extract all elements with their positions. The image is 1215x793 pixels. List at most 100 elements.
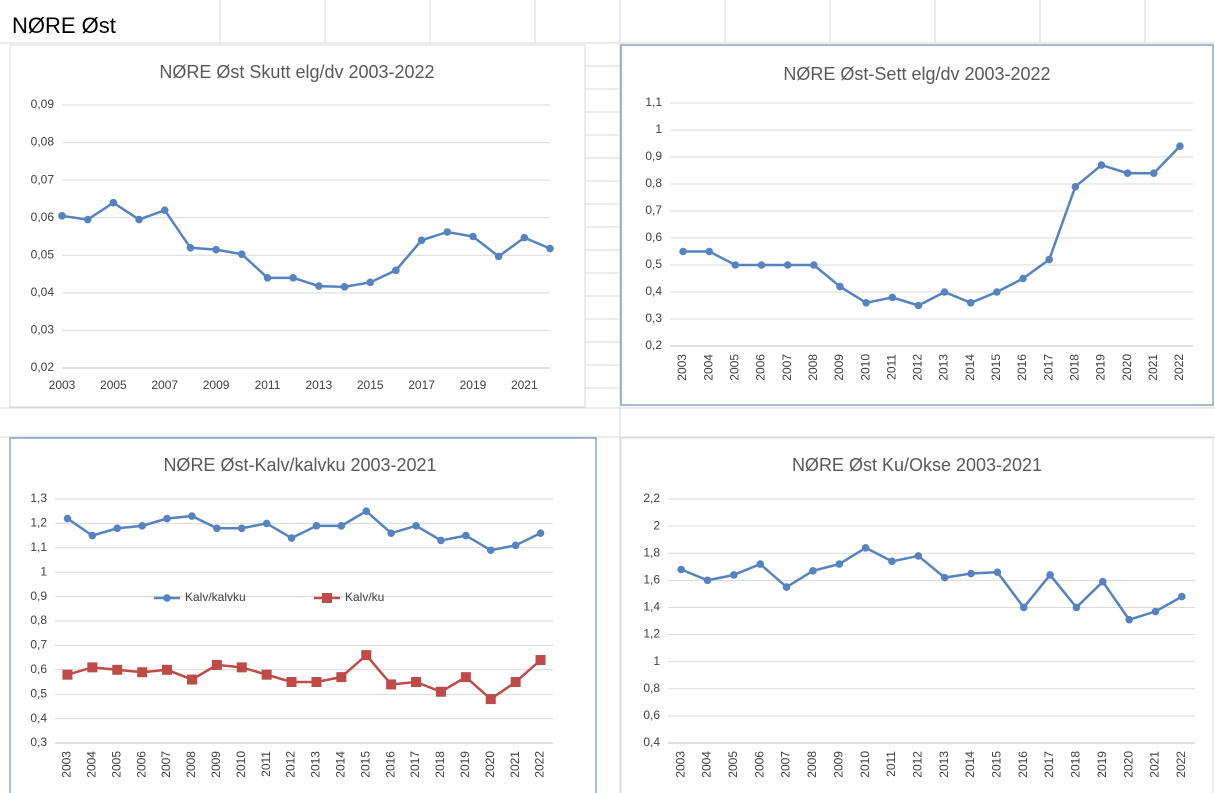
data-point	[494, 252, 503, 261]
x-tick-label: 2022	[533, 751, 547, 778]
x-tick-label: 2003	[675, 354, 689, 381]
x-tick-label: 2017	[1042, 751, 1056, 778]
chart-frame	[9, 44, 586, 408]
x-tick-label: 2010	[234, 751, 248, 778]
x-tick-label: 2008	[806, 354, 820, 381]
data-point	[160, 206, 169, 214]
data-point	[1178, 592, 1186, 601]
data-point	[138, 522, 146, 530]
y-tick-label: 0,9	[30, 589, 47, 603]
data-point	[1097, 161, 1106, 169]
data-point	[546, 244, 554, 253]
data-point	[1019, 603, 1028, 612]
x-tick-label: 2009	[203, 378, 230, 392]
data-point	[914, 301, 923, 310]
chart-frame	[9, 437, 597, 793]
x-tick-label: 2012	[284, 751, 298, 778]
y-tick-label: 0,5	[30, 686, 47, 700]
x-tick-label: 2009	[831, 751, 845, 778]
x-tick-label: 2007	[779, 751, 793, 778]
data-point	[783, 261, 792, 269]
data-point	[469, 232, 477, 241]
x-tick-label: 2013	[309, 751, 323, 778]
x-tick-label: 2009	[209, 751, 223, 778]
y-tick-label: 1,8	[643, 545, 660, 559]
y-tick-label: 0,4	[645, 284, 662, 298]
data-point	[88, 531, 97, 540]
data-point	[186, 674, 197, 685]
x-tick-label: 2008	[184, 751, 198, 778]
y-tick-label: 0,3	[645, 311, 662, 325]
y-tick-label: 0,09	[31, 97, 55, 111]
y-tick-label: 2	[653, 518, 660, 532]
series-line	[61, 201, 551, 289]
y-tick-label: 1,3	[30, 491, 47, 505]
x-tick-label: 2021	[1146, 354, 1160, 381]
data-point	[731, 261, 740, 269]
data-point	[756, 560, 765, 568]
x-tick-label: 2013	[305, 378, 332, 392]
data-point	[366, 278, 375, 287]
data-point	[705, 247, 714, 256]
data-point	[443, 228, 452, 236]
data-point	[87, 662, 98, 673]
data-point	[809, 567, 817, 575]
data-point	[703, 576, 712, 585]
data-point	[730, 571, 738, 579]
data-point	[677, 565, 685, 574]
data-point	[392, 266, 400, 275]
data-point	[810, 261, 818, 269]
x-tick-label: 2006	[754, 354, 768, 381]
x-tick-label: 2004	[85, 751, 99, 778]
data-point	[337, 522, 346, 530]
y-tick-label: 0,08	[31, 135, 55, 149]
x-tick-label: 2017	[408, 378, 435, 392]
data-point	[462, 531, 470, 540]
x-tick-label: 2017	[408, 751, 422, 778]
y-tick-label: 1,1	[30, 540, 47, 554]
y-tick-label: 0,07	[31, 172, 55, 186]
data-point	[213, 524, 221, 533]
legend-label: Kalv/kalvku	[185, 590, 246, 604]
chart-frame	[620, 437, 1214, 793]
data-point	[188, 512, 196, 520]
data-point	[1071, 182, 1080, 191]
data-point	[1072, 603, 1081, 612]
data-point	[113, 524, 122, 533]
x-tick-label: 2018	[1067, 354, 1081, 381]
series-line	[683, 145, 1181, 307]
x-tick-label: 2020	[1121, 751, 1135, 778]
data-point	[511, 541, 520, 550]
data-point	[212, 245, 220, 254]
x-tick-label: 2021	[1148, 751, 1162, 778]
y-tick-label: 0,04	[31, 285, 55, 299]
data-point	[387, 529, 395, 537]
data-point	[679, 247, 687, 256]
data-point	[411, 677, 422, 687]
data-point	[289, 274, 297, 282]
x-tick-label: 2014	[963, 751, 977, 778]
data-point	[862, 299, 870, 307]
x-tick-label: 2004	[701, 354, 715, 381]
x-tick-label: 2018	[1069, 751, 1083, 778]
y-tick-label: 1,2	[643, 627, 660, 641]
y-tick-label: 0,7	[30, 638, 47, 652]
y-tick-label: 0,6	[30, 662, 47, 676]
y-tick-label: 0,6	[645, 230, 662, 244]
data-point	[888, 557, 896, 566]
data-point	[112, 664, 123, 675]
y-tick-label: 0,8	[30, 613, 47, 627]
data-point	[417, 236, 426, 245]
y-tick-label: 1,1	[645, 95, 662, 109]
data-point	[286, 677, 297, 687]
data-point	[362, 507, 371, 515]
data-point	[485, 694, 496, 705]
data-point	[1045, 255, 1053, 264]
x-tick-label: 2014	[963, 354, 977, 381]
x-tick-label: 2005	[728, 354, 742, 381]
x-tick-label: 2012	[910, 751, 924, 778]
data-point	[412, 522, 420, 530]
data-point	[510, 677, 521, 687]
data-point	[435, 686, 446, 697]
